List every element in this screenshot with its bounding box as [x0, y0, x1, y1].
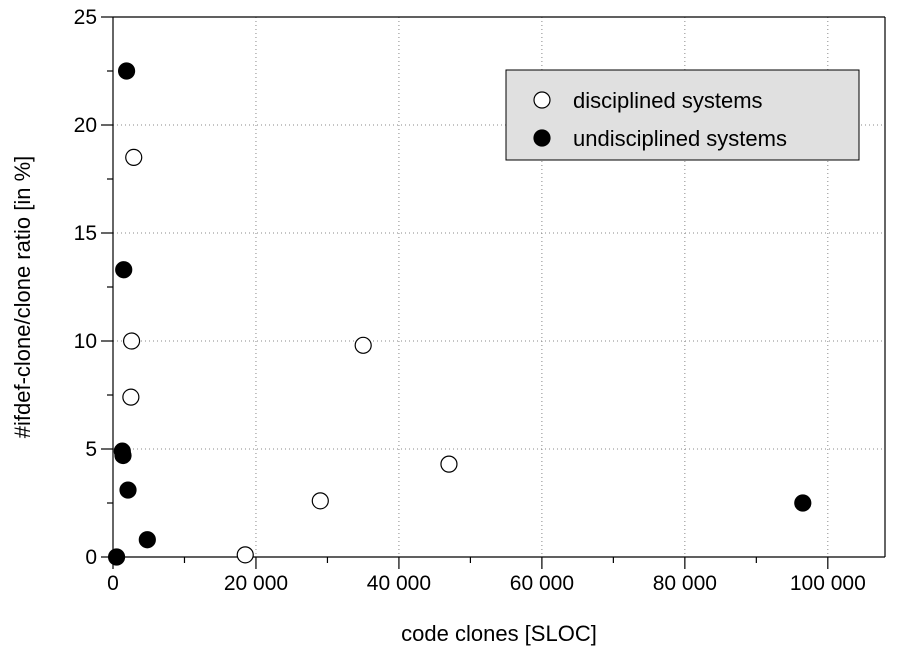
undisciplined-point [138, 531, 156, 549]
x-tick-label: 100 000 [790, 572, 866, 595]
y-tick-label: 20 [74, 114, 97, 137]
x-axis-title: code clones [SLOC] [401, 621, 597, 646]
y-tick-label: 5 [85, 438, 97, 461]
x-tick-label: 60 000 [510, 572, 574, 595]
y-tick-label: 10 [74, 330, 97, 353]
disciplined-point [440, 455, 458, 473]
x-tick-label: 0 [107, 572, 119, 595]
disciplined-point [122, 388, 140, 406]
undisciplined-point [794, 494, 812, 512]
x-tick-label: 20 000 [224, 572, 288, 595]
undisciplined-point [107, 548, 126, 566]
disciplined-point [125, 148, 143, 166]
disciplined-point [311, 492, 329, 510]
y-tick-label: 0 [85, 546, 97, 569]
y-tick-label: 25 [74, 6, 97, 29]
undisciplined-point [115, 261, 133, 279]
undisciplined-point [114, 446, 132, 465]
undisciplined-point [117, 62, 136, 80]
x-tick-label: 40 000 [367, 572, 431, 595]
disciplined-point [236, 546, 254, 564]
legend: disciplined systems undisciplined system… [505, 69, 860, 161]
tick-labels: 0 20 000 40 000 60 000 80 000 100 000 0 5 10 15 20… [74, 6, 866, 595]
data-points [107, 62, 812, 566]
y-tick-label: 15 [74, 222, 97, 245]
legend-marker-disciplined [533, 91, 551, 109]
legend-marker-undisciplined [533, 129, 551, 147]
legend-label-undisciplined: undisciplined systems [573, 126, 787, 151]
disciplined-point [354, 336, 372, 354]
disciplined-point [122, 332, 141, 350]
undisciplined-point [119, 481, 137, 499]
x-tick-label: 80 000 [653, 572, 717, 595]
legend-label-disciplined: disciplined systems [573, 88, 763, 113]
y-axis-title: #ifdef-clone/clone ratio [in %] [10, 156, 35, 439]
legend-box [505, 69, 860, 161]
